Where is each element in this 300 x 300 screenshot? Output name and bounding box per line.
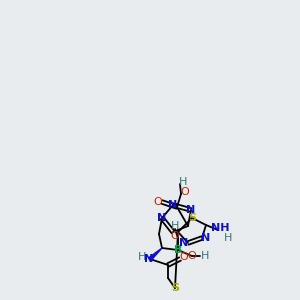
Text: B: B [174, 245, 182, 255]
Text: NH: NH [211, 223, 229, 233]
Text: N: N [168, 200, 178, 210]
Text: H: H [171, 221, 179, 231]
Text: N: N [201, 233, 211, 243]
Text: H: H [224, 233, 232, 243]
Text: N: N [158, 213, 166, 223]
Text: O: O [188, 251, 196, 261]
Text: H: H [179, 177, 187, 187]
Text: H: H [138, 252, 146, 262]
Text: S: S [171, 283, 179, 293]
Text: N: N [144, 254, 154, 264]
Text: S: S [188, 213, 196, 223]
Text: N: N [179, 238, 189, 248]
Text: O: O [181, 187, 189, 197]
Text: O: O [180, 252, 188, 262]
Text: O: O [154, 197, 162, 207]
Text: H: H [201, 251, 209, 261]
Text: O: O [171, 231, 179, 241]
Polygon shape [149, 248, 162, 260]
Text: N: N [186, 205, 196, 215]
